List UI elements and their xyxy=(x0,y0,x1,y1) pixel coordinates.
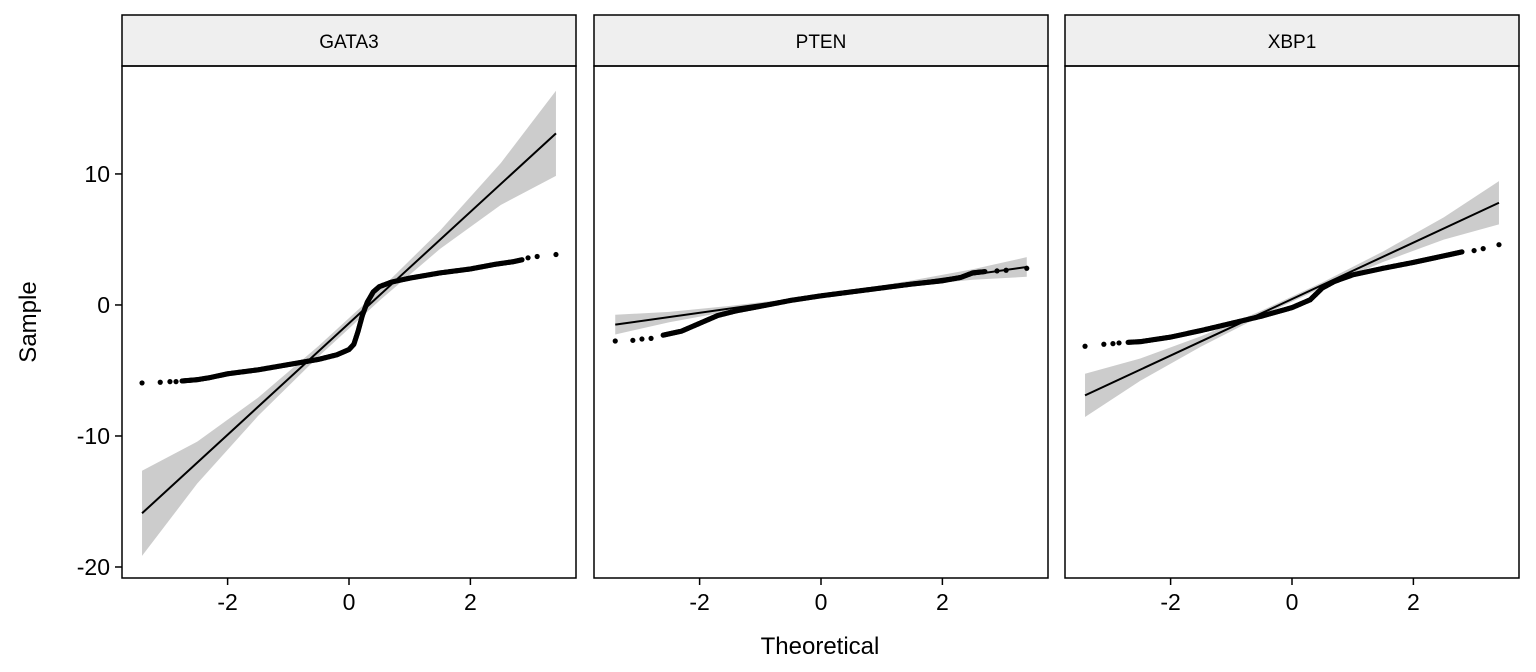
x-axis-title: Theoretical xyxy=(761,633,880,660)
x-tick-label: -2 xyxy=(689,589,709,615)
facet-panel-pten: PTEN -2 0 2 xyxy=(593,14,1049,615)
data-point xyxy=(173,379,179,385)
data-point xyxy=(612,338,618,344)
y-tick-label: -10 xyxy=(77,423,110,449)
data-point xyxy=(1480,246,1486,252)
facet-strip xyxy=(1064,14,1520,67)
data-point xyxy=(1110,341,1116,347)
x-tick-label: 2 xyxy=(1407,589,1420,615)
y-tick-label: 0 xyxy=(97,292,110,318)
data-point xyxy=(639,336,645,342)
facet-strip xyxy=(593,14,1049,67)
data-point xyxy=(1459,249,1465,255)
x-tick-label: -2 xyxy=(1160,589,1180,615)
facet-strip-label: PTEN xyxy=(796,32,847,53)
data-point xyxy=(519,257,525,263)
data-point xyxy=(1003,267,1009,273)
x-tick-label: 0 xyxy=(815,589,828,615)
data-point xyxy=(157,379,163,385)
x-tick-label: 0 xyxy=(1286,589,1299,615)
data-point xyxy=(1496,242,1502,248)
y-tick-label: 10 xyxy=(84,161,110,187)
x-tick-label: 2 xyxy=(936,589,949,615)
y-axis-title: Sample xyxy=(15,281,42,362)
data-point xyxy=(1116,340,1122,346)
reference-line xyxy=(1084,201,1500,397)
x-tick-label: -2 xyxy=(217,589,237,615)
facet-strip xyxy=(121,14,577,67)
data-point xyxy=(1101,341,1107,347)
x-tick-label: 0 xyxy=(343,589,356,615)
panel-border xyxy=(1064,65,1520,579)
data-point xyxy=(534,253,540,260)
reference-line xyxy=(141,132,557,515)
data-point xyxy=(167,379,173,385)
data-point xyxy=(1024,265,1030,271)
data-point xyxy=(1082,343,1088,349)
y-tick-label: -20 xyxy=(77,554,110,580)
data-point xyxy=(139,380,145,386)
data-point xyxy=(630,337,636,343)
facet-strip-label: XBP1 xyxy=(1268,32,1317,53)
x-tick-label: 2 xyxy=(464,589,477,615)
facet-strip-label: GATA3 xyxy=(319,32,378,53)
data-point xyxy=(994,268,1000,274)
data-point xyxy=(648,335,654,341)
data-point xyxy=(525,255,531,261)
facet-panel-xbp1: XBP1 -2 0 2 xyxy=(1064,14,1520,615)
data-point xyxy=(1471,247,1477,254)
data-point xyxy=(553,251,559,258)
data-point xyxy=(982,268,988,275)
